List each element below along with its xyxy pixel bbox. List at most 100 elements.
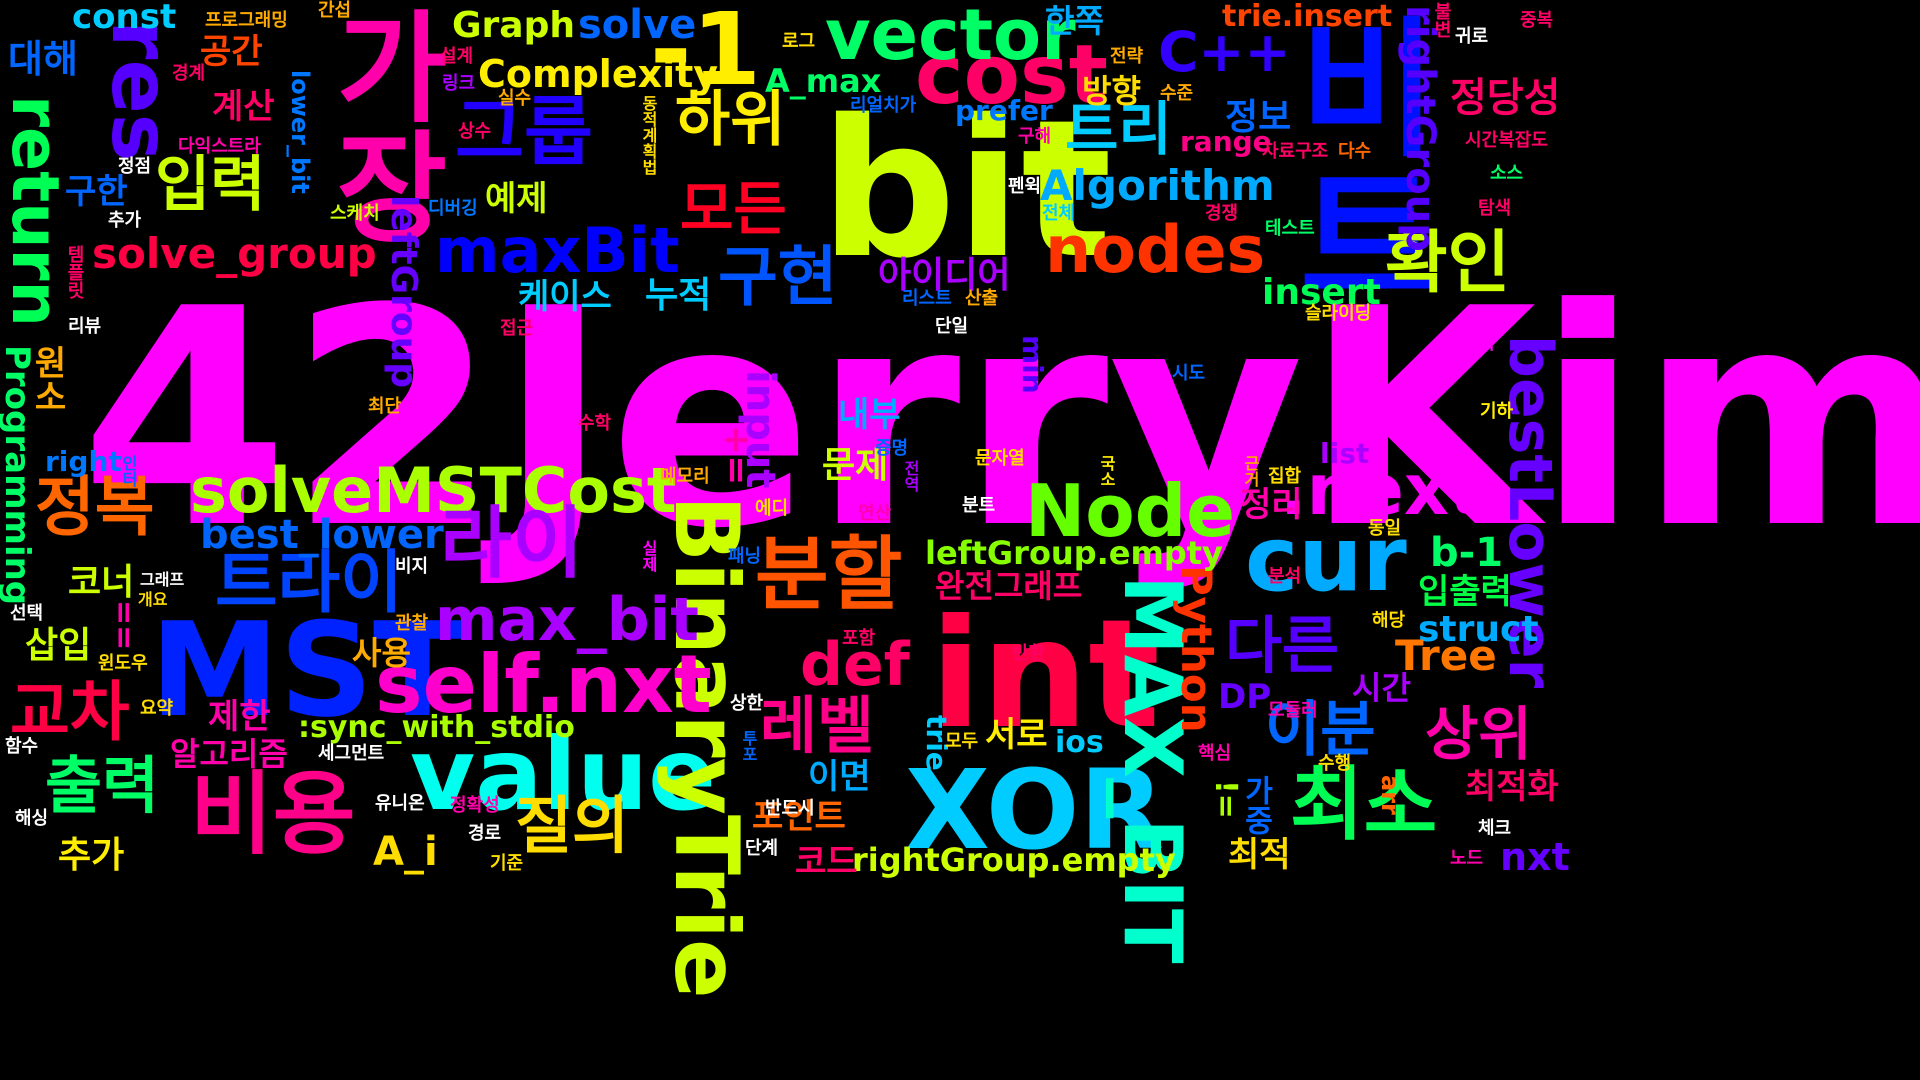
word-gijun: 기준	[490, 853, 524, 874]
word-sujun: 수준	[1160, 83, 1194, 104]
word-right: right	[45, 445, 122, 478]
word-jehan: 제한	[208, 697, 271, 737]
word-chekeu: 체크	[1478, 818, 1512, 839]
word-gyesan: 계산	[212, 87, 275, 127]
word-trie: trie	[920, 715, 953, 771]
word-leftgroup: leftGroup	[383, 195, 424, 389]
word-gyeongjaeng: 경쟁	[1205, 203, 1239, 224]
word-jeongjeom: 정점	[118, 156, 152, 177]
word-rogeu: 로그	[782, 31, 816, 52]
word-realchiga: 리얼치가	[850, 95, 917, 116]
word-segment: 세그먼트	[318, 743, 385, 764]
word-inteo: 인터	[119, 455, 138, 487]
word-ibun: 이분	[1265, 695, 1376, 765]
word-suhak: 수학	[578, 413, 612, 434]
word-silsu: 실수	[498, 88, 532, 109]
word-keiseu: 케이스	[518, 277, 612, 317]
word-poham: 포함	[842, 628, 876, 649]
word-jiphap: 집합	[1268, 466, 1302, 487]
word-sido: 시도	[1172, 363, 1206, 384]
word-dp: DP	[1218, 677, 1272, 717]
word-algorithm: Algorithm	[1040, 161, 1275, 210]
word-b-minus-1: b-1	[1430, 530, 1504, 576]
word-seukechi: 스케치	[330, 203, 380, 224]
word-prefer: prefer	[955, 94, 1053, 127]
word-choejeok: 최적	[1228, 835, 1291, 875]
word-rai: 라이	[440, 499, 584, 589]
word-mst: MST	[150, 594, 462, 746]
word-modu: 모두	[945, 731, 979, 752]
word-edi: 에디	[755, 498, 789, 519]
word-choedan: 최단	[368, 396, 402, 417]
word-kodeu: 코드	[795, 842, 858, 882]
word-plus-equals: +=	[716, 425, 757, 486]
word-vector: vector	[825, 0, 1076, 76]
word-graph-ko: 그래프	[140, 570, 185, 589]
word-gaeyo: 개요	[138, 590, 168, 609]
word-python: Python	[1172, 565, 1221, 733]
word-value: value	[410, 716, 716, 833]
word-minus-one: -1	[650, 0, 762, 108]
word-jeollyak: 전략	[1110, 46, 1144, 67]
word-self-nxt: self.nxt	[375, 638, 712, 731]
word-const: const	[72, 0, 177, 37]
word-riseuteu: 리스트	[902, 288, 952, 309]
word-jeongbo: 정보	[1225, 97, 1292, 138]
word-dareun: 다른	[1225, 609, 1340, 682]
word-tupo: 투포	[739, 730, 758, 762]
word-seoro: 서로	[985, 715, 1048, 755]
word-jeonche: 전체	[1042, 203, 1076, 224]
word-munje: 문제	[822, 445, 889, 486]
word-giha: 기하	[1480, 401, 1514, 422]
word-seolgye: 설계	[440, 46, 474, 67]
word-arr: arr	[1376, 775, 1404, 815]
word-guhae: 구해	[1018, 126, 1052, 147]
word-bestlower: bestLower	[1495, 335, 1565, 689]
word-struct: struct	[1418, 609, 1539, 650]
word-chuga: 추가	[58, 835, 125, 876]
word-guhyeon: 구현	[718, 240, 838, 315]
word-hanjjok: 한쪽	[1045, 2, 1104, 40]
word-ipchulryeok: 입출력	[1418, 572, 1512, 612]
word-return: return	[0, 95, 72, 327]
word-a-max: A_max	[765, 62, 882, 100]
word-tree: Tree	[1395, 631, 1497, 680]
word-ipryeok: 입력	[155, 150, 266, 220]
word-imyeon: 이면	[808, 757, 871, 797]
word-solvemstcost: solveMSTCost	[190, 454, 677, 527]
word-koneo: 코너	[68, 562, 135, 603]
word-min: min	[1016, 335, 1049, 394]
word-graph: Graph	[452, 5, 575, 46]
word-memori: 메모리	[660, 466, 710, 487]
word-naebu: 내부	[838, 395, 901, 435]
word-bunseok: 분석	[1268, 566, 1302, 587]
word-sigan: 시간	[1352, 669, 1411, 707]
word-dijkstra: 다익스트라	[178, 136, 261, 157]
word-dongil: 동일	[1368, 518, 1402, 539]
word-gonggan: 공간	[200, 32, 263, 72]
word-rightgroup-empty: rightGroup.empty	[852, 841, 1176, 879]
word-choejeokhwa: 최적화	[1465, 767, 1559, 807]
word-solve-group: solve_group	[92, 229, 377, 278]
word-ios: ios	[1055, 725, 1104, 760]
word-banhwan: 반환	[1012, 643, 1046, 664]
word-insert: insert	[1262, 272, 1381, 313]
word-node: Node	[1025, 469, 1236, 553]
word-haesing: 해싱	[15, 808, 49, 829]
word-bit: bit	[820, 79, 1112, 300]
word-res: res	[94, 20, 187, 162]
word-cpp: C++	[1158, 20, 1291, 84]
word-jirui: 질의	[515, 789, 630, 862]
word-nodes: nodes	[1045, 213, 1266, 288]
word-seontaek: 선택	[10, 603, 44, 624]
word-geungeo: 근거	[1241, 455, 1260, 487]
word-daehae: 대해	[8, 37, 78, 81]
word-jeongbok: 정복	[35, 470, 155, 545]
word-42jerrykim: 42JerryKim	[80, 245, 1920, 594]
word-sanchul: 산출	[965, 288, 999, 309]
word-jeonghwakseong: 정확성	[450, 795, 500, 816]
word-rebel: 레벨	[760, 689, 875, 762]
word-rinkeu: 링크	[442, 73, 476, 94]
word-range: range	[1180, 125, 1272, 158]
word-wanjeon-graph: 완전그래프	[935, 567, 1083, 605]
